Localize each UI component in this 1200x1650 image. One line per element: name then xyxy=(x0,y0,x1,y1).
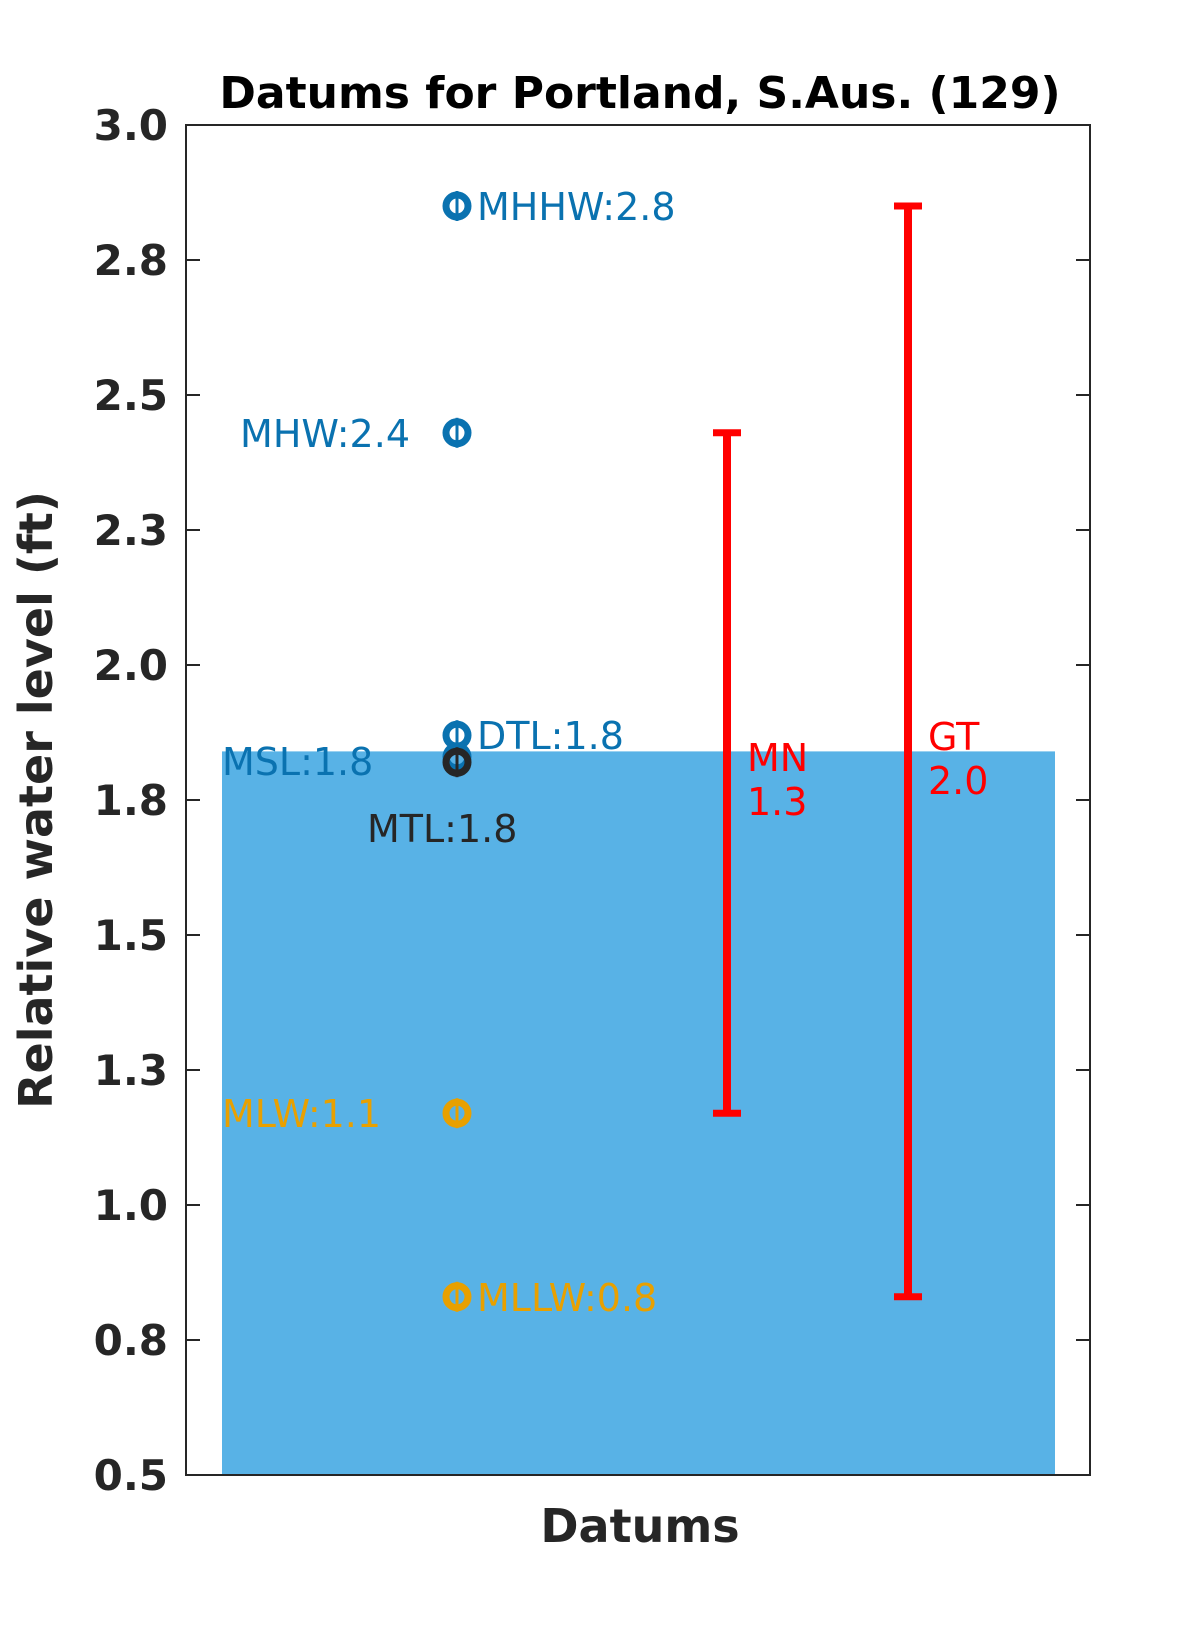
datum-label-mhhw: MHHW:2.8 xyxy=(477,185,676,229)
y-tick-label: 2.0 xyxy=(94,641,168,690)
range-label-gt: GT xyxy=(928,715,980,759)
mean-bar xyxy=(222,751,1055,1475)
datum-label-mllw: MLLW:0.8 xyxy=(477,1276,657,1320)
plot-area: MHHW:2.8 MHW:2.4 DTL:1.8 MSL:1.8 MTL:1.8 MLW:… xyxy=(222,185,1055,1475)
y-axis-label: Relative water level (ft) xyxy=(9,491,63,1109)
y-tick-label: 0.8 xyxy=(94,1316,168,1365)
range-value-mn: 1.3 xyxy=(747,780,807,824)
datum-label-mlw: MLW:1.1 xyxy=(222,1092,381,1136)
y-axis: 0.5 0.8 1.0 1.3 1.5 1.8 2.0 2.3 2.5 2.8 3.0 xyxy=(94,101,1090,1500)
chart-title: Datums for Portland, S.Aus. (129) xyxy=(219,68,1060,119)
datum-label-dtl: DTL:1.8 xyxy=(477,714,624,758)
range-value-gt: 2.0 xyxy=(928,759,988,803)
y-tick-label: 1.0 xyxy=(94,1181,168,1230)
y-tick-label: 0.5 xyxy=(94,1451,168,1500)
y-tick-label: 1.8 xyxy=(94,776,168,825)
datum-label-mhw: MHW:2.4 xyxy=(240,412,410,456)
y-tick-label: 3.0 xyxy=(94,101,168,150)
y-tick-label: 2.5 xyxy=(94,371,168,420)
datum-label-mtl: MTL:1.8 xyxy=(367,807,517,851)
y-tick-label: 1.5 xyxy=(94,911,168,960)
y-tick-label: 2.3 xyxy=(94,506,168,555)
y-tick-label: 1.3 xyxy=(94,1046,168,1095)
range-label-mn: MN xyxy=(747,736,808,780)
x-axis-label: Datums xyxy=(540,1499,739,1553)
y-tick-label: 2.8 xyxy=(94,236,168,285)
datum-label-msl: MSL:1.8 xyxy=(222,740,373,784)
